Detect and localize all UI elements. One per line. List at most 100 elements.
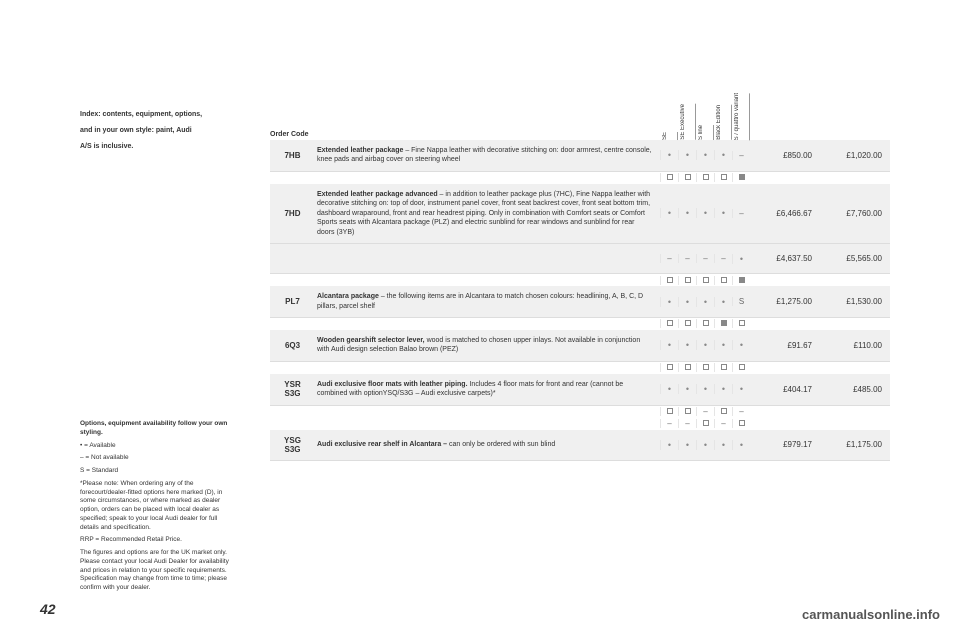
code-cell: YSRS3G: [270, 374, 315, 404]
sub-cell: [732, 363, 750, 372]
left-column: Index: contents, equipment, options, and…: [80, 110, 230, 157]
avail-cell: •: [696, 384, 714, 394]
sub-cell: [660, 363, 678, 372]
watermark: carmanualsonline.info: [802, 607, 940, 622]
price-cell: £404.17: [750, 385, 820, 394]
sub-cell: [696, 419, 714, 428]
avail-cell: •: [714, 150, 732, 160]
avail-cell: •: [678, 440, 696, 450]
sub-cell: [732, 276, 750, 285]
desc-cell: Audi exclusive floor mats with leather p…: [315, 374, 660, 405]
avail-cell: •: [714, 384, 732, 394]
sub-cell: –: [678, 419, 696, 428]
avail-cell: •: [660, 340, 678, 350]
sub-cell: [678, 319, 696, 328]
desc-cell: Wooden gearshift selector lever, wood is…: [315, 330, 660, 361]
sub-cell: [678, 407, 696, 416]
sub-cell: –: [696, 407, 714, 416]
avail-cell: •: [678, 384, 696, 394]
sub-cell: [678, 276, 696, 285]
sub-cell: –: [660, 419, 678, 428]
sub-cell: [714, 276, 732, 285]
sub-cell: [732, 419, 750, 428]
sub-row: [270, 318, 890, 330]
table-header: Order Code SE SE Executive S line Black …: [270, 85, 890, 140]
avail-cell: •: [714, 440, 732, 450]
desc-cell: Extended leather package – Fine Nappa le…: [315, 140, 660, 171]
key-item: S = Standard: [80, 467, 230, 476]
table-row: YSRS3GAudi exclusive floor mats with lea…: [270, 374, 890, 406]
avail-cell: •: [660, 297, 678, 307]
avail-cell: •: [732, 440, 750, 450]
avail-cell: •: [660, 208, 678, 218]
table-row: 7HBExtended leather package – Fine Nappa…: [270, 140, 890, 172]
notes-footnote: *Please note: When ordering any of the f…: [80, 480, 230, 533]
col-header: S / quattro variant: [732, 93, 750, 140]
sub-cell: [696, 363, 714, 372]
price-cell: £110.00: [820, 341, 890, 350]
price-cell: £7,760.00: [820, 209, 890, 218]
avail-cell: •: [696, 297, 714, 307]
avail-cell: –: [696, 254, 714, 263]
avail-cell: –: [714, 254, 732, 263]
left-line: and in your own style: paint, Audi: [80, 126, 230, 136]
avail-cell: •: [714, 297, 732, 307]
price-cell: £1,020.00: [820, 151, 890, 160]
table-row: PL7Alcantara package – the following ite…: [270, 286, 890, 318]
avail-cell: •: [696, 440, 714, 450]
price-cell: £850.00: [750, 151, 820, 160]
notes-title: Options, equipment availability follow y…: [80, 420, 227, 436]
avail-cell: –: [732, 209, 750, 218]
avail-cell: •: [660, 384, 678, 394]
price-cell: £485.00: [820, 385, 890, 394]
col-header: Black Edition: [714, 105, 732, 140]
price-cell: £6,466.67: [750, 209, 820, 218]
sub-cell: [732, 319, 750, 328]
sub-cell: –: [732, 407, 750, 416]
code-cell: PL7: [270, 291, 315, 312]
avail-cell: •: [660, 150, 678, 160]
sub-cell: [696, 319, 714, 328]
notes-rrp: RRP = Recommended Retail Price.: [80, 536, 230, 545]
price-cell: £5,565.00: [820, 254, 890, 263]
sub-cell: [660, 407, 678, 416]
order-code-header: Order Code: [270, 131, 315, 140]
sub-cell: [714, 319, 732, 328]
options-table: Order Code SE SE Executive S line Black …: [270, 85, 890, 461]
avail-cell: •: [678, 340, 696, 350]
sub-cell: [678, 173, 696, 182]
avail-cell: •: [660, 440, 678, 450]
desc-cell: Audi exclusive rear shelf in Alcantara –…: [315, 434, 660, 455]
sub-cell: [678, 363, 696, 372]
key-item: • = Available: [80, 442, 230, 451]
left-line: Index: contents, equipment, options,: [80, 110, 230, 120]
sub-cell: [696, 173, 714, 182]
avail-cell: S: [732, 297, 750, 306]
avail-cell: –: [660, 254, 678, 263]
desc-cell: Extended leather package advanced – in a…: [315, 184, 660, 243]
sub-cell: [714, 407, 732, 416]
desc-cell: Alcantara package – the following items …: [315, 286, 660, 317]
sub-row: [270, 172, 890, 184]
avail-cell: •: [678, 208, 696, 218]
sub-cell: [696, 276, 714, 285]
price-cell: £979.17: [750, 440, 820, 449]
col-header: S line: [696, 125, 714, 140]
key-item: – = Not available: [80, 454, 230, 463]
sub-cell: [660, 173, 678, 182]
code-cell: 7HB: [270, 145, 315, 166]
avail-cell: •: [696, 150, 714, 160]
avail-cell: •: [678, 150, 696, 160]
col-header: SE Executive: [678, 104, 696, 140]
sub-row: [270, 274, 890, 286]
table-row: 6Q3Wooden gearshift selector lever, wood…: [270, 330, 890, 362]
avail-cell: •: [678, 297, 696, 307]
code-cell: 7HD: [270, 203, 315, 224]
notes-disclaimer: The figures and options are for the UK m…: [80, 549, 230, 593]
table-row: YSGS3GAudi exclusive rear shelf in Alcan…: [270, 430, 890, 461]
left-line: A/S is inclusive.: [80, 142, 230, 152]
price-cell: £1,530.00: [820, 297, 890, 306]
avail-cell: •: [714, 340, 732, 350]
avail-cell: •: [696, 208, 714, 218]
sub-cell: [714, 173, 732, 182]
